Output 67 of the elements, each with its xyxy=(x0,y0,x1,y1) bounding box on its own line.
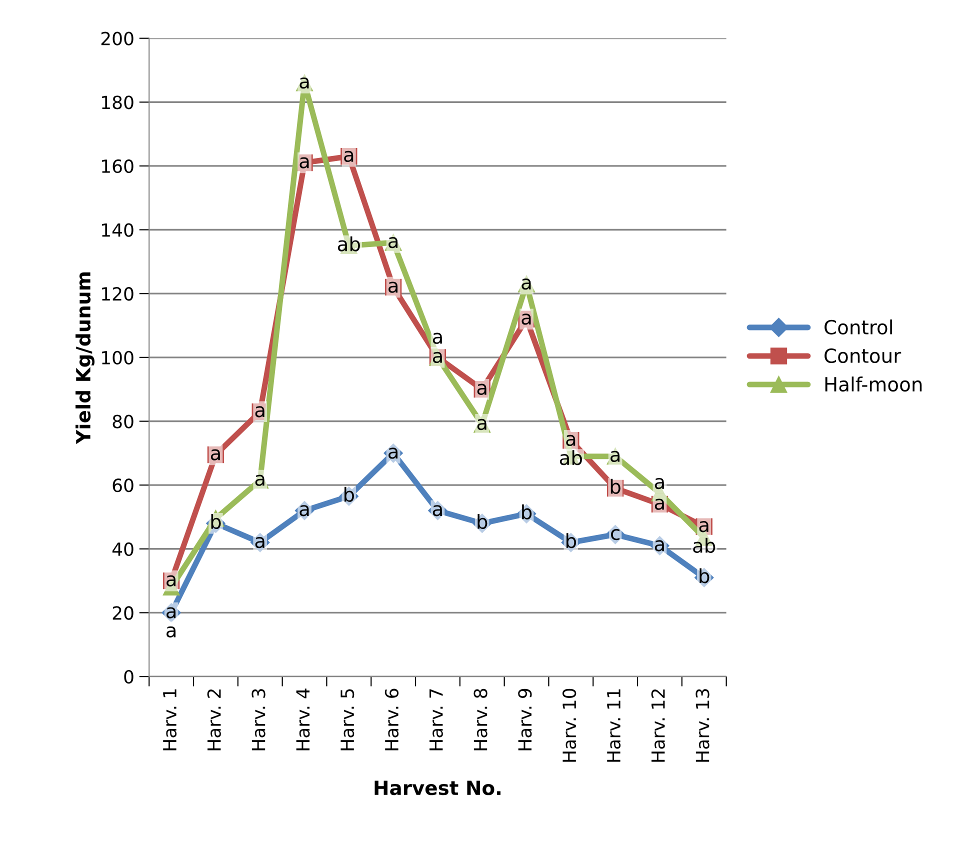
data-label: a xyxy=(300,505,309,516)
data-label: ab xyxy=(693,538,716,553)
data-label: a xyxy=(388,448,398,459)
data-label: a xyxy=(699,521,708,532)
y-tick-label: 40 xyxy=(112,542,134,556)
data-label: a xyxy=(166,575,176,586)
data-label: a xyxy=(566,434,576,446)
data-label: a xyxy=(388,237,398,248)
x-tick-label: Harv. 13 xyxy=(696,689,710,762)
data-label: a xyxy=(654,498,664,510)
x-tick-label: Harv. 8 xyxy=(474,688,488,750)
x-tick-label: Harv. 6 xyxy=(384,688,399,750)
y-axis-title: Yield Kg/dunum xyxy=(76,272,95,444)
y-tick-label: 100 xyxy=(102,350,134,365)
y-tick-label: 160 xyxy=(102,159,134,174)
data-label: a xyxy=(654,478,664,490)
y-tick-label: 0 xyxy=(124,670,134,684)
x-tick-label: Harv. 5 xyxy=(340,689,354,750)
y-tick-label: 120 xyxy=(102,287,134,301)
x-tick-label: Harv. 1 xyxy=(163,689,177,750)
data-label: a xyxy=(432,332,442,344)
data-label: a xyxy=(255,536,264,548)
data-label: a xyxy=(477,384,486,395)
x-tick-label: Harv. 4 xyxy=(296,688,310,750)
x-tick-label: Harv. 10 xyxy=(562,688,576,762)
data-label: b xyxy=(211,514,221,530)
data-label: a xyxy=(344,150,354,162)
data-label: b xyxy=(700,568,710,584)
data-label: b xyxy=(610,478,620,494)
data-label: a xyxy=(255,474,264,486)
data-label: a xyxy=(388,282,398,293)
data-label: a xyxy=(522,278,531,290)
data-label: a xyxy=(300,77,309,89)
x-tick-label: Harv. 7 xyxy=(430,689,443,750)
data-label: a xyxy=(432,505,442,516)
x-tick-label: Harv. 9 xyxy=(518,688,532,750)
legend-label: Contour xyxy=(824,348,902,364)
data-label: c xyxy=(611,529,620,540)
x-tick-label: Harv. 12 xyxy=(651,689,665,762)
data-label: a xyxy=(300,157,309,168)
y-tick-label: 80 xyxy=(112,414,134,428)
data-label: ab xyxy=(560,450,582,466)
x-tick-label: Harv. 11 xyxy=(607,689,621,762)
data-label: b xyxy=(478,514,488,530)
data-label: a xyxy=(166,626,176,638)
data-label: a xyxy=(255,406,264,418)
x-tick-label: Harv. 3 xyxy=(252,689,266,750)
data-label: a xyxy=(654,540,664,552)
x-tick-label: Harv. 2 xyxy=(207,689,221,750)
data-label: a xyxy=(432,352,442,364)
y-tick-label: 140 xyxy=(102,223,134,237)
data-label: a xyxy=(610,450,620,462)
data-label: a xyxy=(477,418,486,430)
data-label: b xyxy=(344,486,354,502)
y-tick-label: 20 xyxy=(112,606,134,620)
data-label: ab xyxy=(338,236,360,252)
y-tick-label: 200 xyxy=(101,32,134,46)
data-label: b xyxy=(522,504,532,520)
y-tick-label: 60 xyxy=(112,478,134,492)
y-tick-label: 180 xyxy=(102,96,134,110)
legend-label: Control xyxy=(824,319,892,335)
legend-label: Half-moon xyxy=(825,376,922,392)
data-label: b xyxy=(566,533,576,548)
data-label: a xyxy=(166,607,176,618)
x-axis-title: Harvest No. xyxy=(374,780,500,796)
data-label: a xyxy=(210,449,220,460)
data-label: a xyxy=(522,314,531,325)
